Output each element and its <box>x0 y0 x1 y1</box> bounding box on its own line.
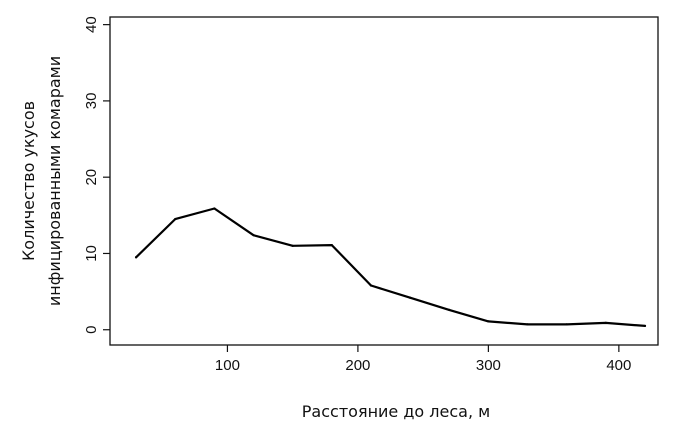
data-point <box>291 244 294 247</box>
x-axis: 100 200 300 400 <box>215 345 631 374</box>
x-tick-label: 300 <box>476 357 501 374</box>
data-point <box>369 284 373 287</box>
data-point <box>487 320 490 323</box>
series-line <box>135 207 647 327</box>
y-axis-title-line-2: инфицированными комарами <box>45 56 64 306</box>
y-axis: 0 10 20 30 40 <box>83 16 110 334</box>
data-point <box>643 324 647 328</box>
plot-frame <box>109 16 659 346</box>
y-tick-label: 0 <box>83 326 100 334</box>
data-point <box>252 234 255 237</box>
y-tick-label: 40 <box>83 16 100 33</box>
x-axis-title: Расстояние до леса, м <box>302 402 490 421</box>
data-point <box>565 323 568 326</box>
y-tick-label: 30 <box>83 93 100 110</box>
data-point <box>330 243 333 247</box>
data-point <box>408 296 412 299</box>
y-axis-title-line-1: Количество укусов <box>19 101 38 261</box>
series-layer <box>134 207 647 328</box>
y-tick-label: 20 <box>83 169 100 186</box>
data-point <box>174 218 177 221</box>
x-tick-label: 100 <box>215 357 240 374</box>
x-tick-label: 200 <box>345 357 370 374</box>
data-point <box>448 308 451 312</box>
y-tick-label: 10 <box>83 245 100 262</box>
data-point <box>604 321 607 324</box>
data-point <box>134 256 138 259</box>
x-tick-label: 400 <box>606 357 631 374</box>
data-point <box>526 323 529 326</box>
data-point <box>213 207 216 210</box>
